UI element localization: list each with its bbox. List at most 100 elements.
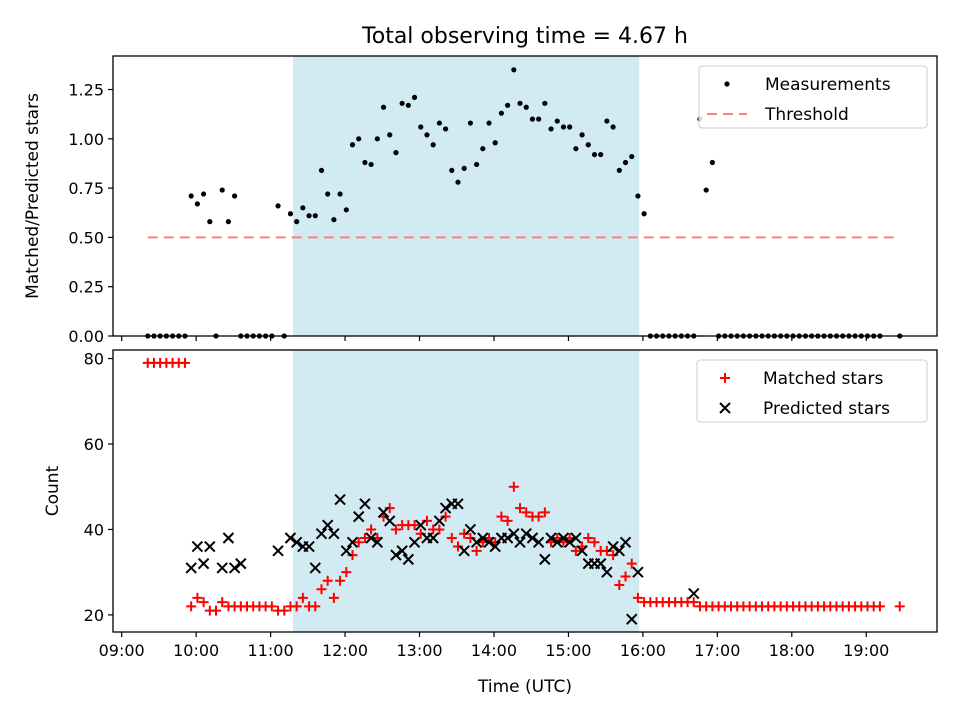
y-tick-label: 80: [84, 350, 104, 369]
data-point: [461, 165, 467, 171]
data-point: [179, 357, 190, 368]
legend-label: Measurements: [765, 75, 891, 95]
y-tick-label: 20: [84, 606, 104, 625]
data-point: [200, 191, 207, 197]
data-point: [573, 146, 579, 152]
data-point: [362, 159, 368, 166]
data-point: [607, 540, 619, 553]
data-point: [384, 515, 396, 527]
data-point: [433, 515, 446, 527]
data-point: [346, 536, 359, 548]
legend-label: Predicted stars: [763, 399, 890, 419]
axes-frame: [112, 349, 938, 633]
data-point: [430, 142, 436, 148]
data-point: [405, 102, 411, 108]
data-point: [204, 540, 216, 553]
data-point: [533, 511, 544, 522]
data-point: [335, 575, 346, 586]
data-point: [632, 592, 643, 603]
data-point: [331, 217, 337, 223]
data-point: [542, 100, 548, 106]
y-tick-label: 40: [84, 520, 104, 539]
data-point: [508, 528, 520, 540]
data-point: [309, 562, 321, 574]
data-point: [703, 187, 709, 193]
data-point: [341, 567, 352, 578]
data-point: [626, 613, 638, 625]
data-point: [316, 584, 327, 595]
y-axis-label: Count: [43, 465, 63, 516]
x-tick-label: 16:00: [620, 641, 666, 660]
data-point: [470, 536, 483, 548]
data-point: [284, 532, 297, 544]
data-point: [343, 207, 349, 213]
data-point: [191, 540, 204, 553]
legend: Measurements Threshold: [698, 65, 928, 129]
data-point: [511, 67, 517, 73]
data-point: [622, 159, 629, 166]
data-point: [334, 493, 346, 506]
data-point: [496, 511, 507, 522]
top-subplot: 0.00 0.25 0.50 0.75 1.00 1.25 Matched/Predicte…: [23, 55, 938, 346]
data-point: [517, 100, 523, 106]
x-tick-label: 10:00: [173, 641, 219, 660]
y-tick-label: 0.25: [68, 278, 104, 297]
data-point: [449, 167, 455, 173]
y-axis-label: Matched/Predicted stars: [23, 93, 43, 299]
data-point: [235, 557, 247, 570]
data-point: [532, 536, 545, 548]
data-point: [560, 124, 567, 130]
data-point: [523, 104, 529, 110]
legend-swatch: [719, 402, 731, 414]
data-point: [279, 605, 290, 616]
data-point: [545, 532, 557, 544]
data-point: [185, 562, 197, 574]
data-point: [297, 592, 308, 603]
data-point: [446, 533, 457, 543]
data-point: [452, 498, 464, 510]
data-point: [529, 116, 536, 122]
data-point: [477, 532, 489, 544]
data-point: [371, 536, 384, 548]
series-predicted-stars: [185, 493, 700, 625]
legend-label: Matched stars: [763, 369, 883, 389]
data-point: [424, 132, 430, 138]
data-point: [275, 203, 281, 209]
bottom-subplot: 20 40 60 80 09:00 10:00 11:00 12:00 13:00 14:00 15…: [43, 349, 938, 697]
legend-box: [698, 65, 928, 129]
data-point: [629, 153, 635, 160]
data-point: [539, 507, 550, 518]
x-tick-label: 18:00: [769, 641, 815, 660]
data-point: [521, 507, 532, 518]
data-point: [418, 124, 424, 130]
data-point: [390, 549, 402, 561]
data-point: [492, 140, 498, 146]
data-point: [434, 524, 445, 535]
data-point: [526, 532, 539, 544]
data-point: [211, 605, 221, 616]
data-point: [641, 211, 647, 217]
data-point: [216, 562, 228, 574]
data-point: [349, 142, 356, 148]
data-point: [366, 524, 377, 535]
data-point: [483, 536, 495, 548]
data-point: [570, 545, 581, 556]
data-point: [439, 502, 452, 514]
data-point: [442, 126, 449, 132]
data-point: [551, 536, 563, 548]
data-point: [353, 510, 365, 523]
x-tick-label: 14:00: [471, 641, 517, 660]
data-point: [579, 132, 585, 138]
data-point: [585, 142, 591, 148]
legend-label: Threshold: [764, 105, 849, 125]
data-point: [589, 537, 600, 548]
data-point: [514, 536, 526, 548]
series-matched-stars: [142, 357, 905, 616]
data-point: [539, 553, 551, 566]
data-point: [409, 520, 420, 531]
data-point: [315, 528, 328, 540]
data-point: [340, 545, 353, 557]
data-point: [380, 104, 387, 110]
y-tick-label: 1.25: [68, 81, 104, 100]
data-point: [207, 219, 213, 225]
